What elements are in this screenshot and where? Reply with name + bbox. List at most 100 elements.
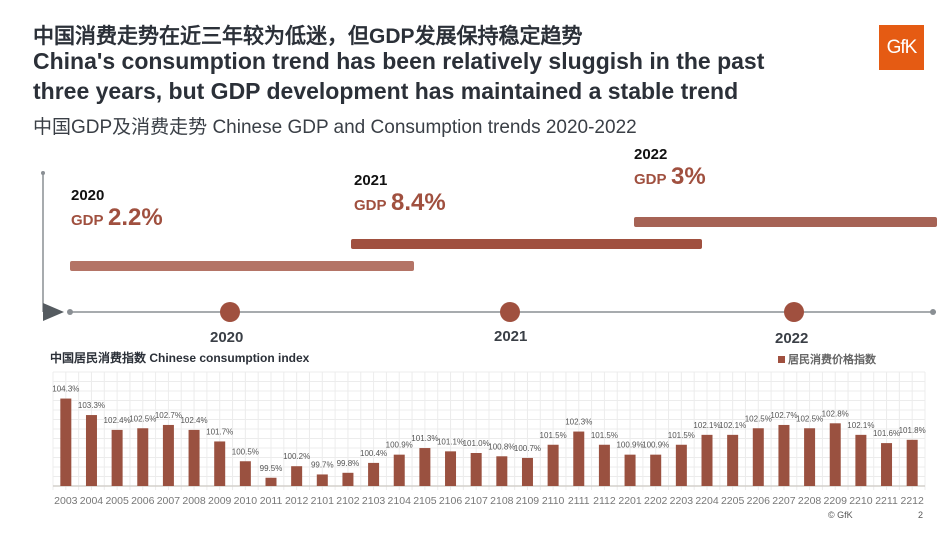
subtitle: 中国GDP及消费走势 Chinese GDP and Consumption t… [33, 117, 637, 138]
data-label: 102.8% [822, 409, 849, 418]
gdp-value: 3% [670, 163, 706, 190]
bar-2212 [906, 439, 918, 486]
timeline-entry-2022: 2022 GDP 3% [634, 146, 706, 191]
bar-2104 [393, 454, 405, 486]
x-tick-label: 2102 [336, 495, 360, 507]
data-label: 99.8% [337, 459, 360, 468]
bar-2003 [60, 398, 72, 486]
timeline-marker-2021 [500, 302, 520, 322]
bar-2012 [291, 466, 303, 486]
page-number: 2 [918, 510, 924, 520]
x-tick-label: 2212 [900, 495, 924, 507]
x-tick-label: 2009 [208, 495, 232, 507]
data-label: 100.9% [616, 441, 643, 450]
axis-year-2020: 2020 [210, 329, 244, 346]
data-label: 100.9% [386, 441, 413, 450]
bar-2204 [701, 434, 713, 486]
timeline-marker-2020 [220, 302, 240, 322]
data-label: 99.7% [311, 460, 334, 469]
bar-2110 [547, 444, 559, 486]
bar-2101 [316, 474, 328, 486]
timeline-bar-2022 [634, 217, 937, 227]
data-label: 101.1% [437, 437, 464, 446]
bar-2011 [265, 477, 277, 486]
data-label: 102.4% [180, 416, 207, 425]
bar-2211 [881, 443, 893, 486]
bar-2106 [445, 451, 457, 486]
x-tick-label: 2204 [695, 495, 719, 507]
data-label: 101.0% [463, 439, 490, 448]
data-label: 102.5% [129, 414, 156, 423]
x-tick-label: 2007 [157, 495, 181, 507]
x-tick-label: 2108 [490, 495, 514, 507]
gdp-label: GDP [354, 197, 387, 214]
title-english-line2: three years, but GDP development has mai… [33, 78, 739, 104]
bar-2105 [419, 448, 431, 486]
x-tick-label: 2008 [182, 495, 206, 507]
bar-2006 [137, 428, 149, 486]
x-tick-label: 2210 [849, 495, 873, 507]
data-label: 101.6% [873, 429, 900, 438]
data-label: 100.4% [360, 449, 387, 458]
gdp-value: 8.4% [390, 189, 446, 216]
bar-2007 [162, 424, 174, 486]
gdp-label: GDP [71, 212, 104, 229]
data-label: 102.7% [155, 411, 182, 420]
data-label: 101.3% [411, 434, 438, 443]
entry-year: 2022 [634, 146, 668, 163]
bar-2009 [214, 441, 226, 486]
x-tick-label: 2106 [439, 495, 463, 507]
x-tick-label: 2104 [388, 495, 412, 507]
chart-title: 中国居民消费指数 Chinese consumption index [50, 351, 310, 365]
bar-2103 [368, 462, 380, 486]
data-label: 102.3% [565, 418, 592, 427]
data-label: 101.5% [540, 431, 567, 440]
x-tick-label: 2105 [413, 495, 437, 507]
x-tick-label: 2112 [593, 495, 616, 507]
gdp-value: 2.2% [107, 204, 163, 231]
title-chinese: 中国消费走势在近三年较为低迷，但GDP发展保持稳定趋势 [33, 25, 583, 48]
data-label: 100.9% [642, 441, 669, 450]
data-label: 101.5% [591, 431, 618, 440]
x-tick-label: 2103 [362, 495, 386, 507]
bar-2202 [650, 454, 662, 486]
gfk-logo: GfK [879, 25, 924, 70]
chart-legend: 居民消费价格指数 [778, 351, 876, 367]
bar-2109 [521, 457, 533, 486]
data-label: 99.5% [260, 464, 283, 473]
timeline-marker-2022 [784, 302, 804, 322]
copyright: © GfK [828, 510, 853, 520]
data-label: 100.5% [232, 447, 259, 456]
data-label: 101.7% [206, 427, 233, 436]
data-label: 102.1% [847, 421, 874, 430]
x-tick-label: 2201 [618, 495, 642, 507]
x-tick-label: 2207 [772, 495, 796, 507]
x-tick-label: 2211 [875, 495, 898, 507]
bar-2111 [573, 431, 585, 486]
bar-2205 [727, 434, 739, 486]
entry-year: 2021 [354, 172, 388, 189]
data-label: 104.3% [52, 385, 79, 394]
x-tick-label: 2206 [747, 495, 771, 507]
bar-2108 [496, 456, 508, 486]
x-tick-label: 2202 [644, 495, 668, 507]
data-label: 100.2% [283, 452, 310, 461]
bar-2210 [855, 434, 867, 486]
data-label: 102.1% [693, 421, 720, 430]
x-tick-label: 2208 [798, 495, 822, 507]
bar-2207 [778, 424, 790, 486]
axis-end-dot [930, 309, 936, 315]
data-label: 102.5% [745, 414, 772, 423]
bar-2004 [85, 415, 97, 486]
bar-2010 [239, 461, 251, 486]
entry-year: 2020 [71, 187, 105, 204]
play-arrow-icon [43, 303, 64, 321]
legend-swatch [778, 356, 785, 363]
bar-2112 [598, 444, 610, 486]
x-tick-label: 2205 [721, 495, 745, 507]
data-label: 102.1% [719, 421, 746, 430]
data-label: 100.8% [488, 442, 515, 451]
legend-label: 居民消费价格指数 [788, 354, 876, 366]
bar-2005 [111, 429, 123, 486]
timeline-bar-2021 [351, 239, 702, 249]
